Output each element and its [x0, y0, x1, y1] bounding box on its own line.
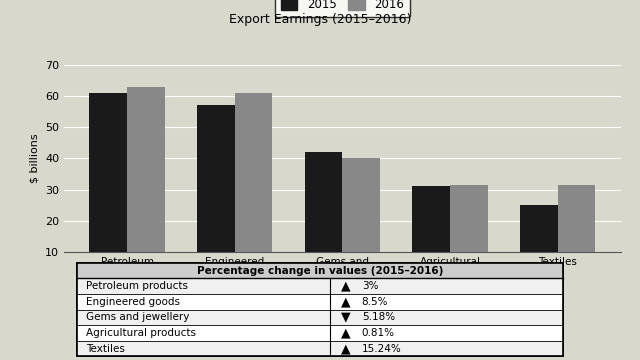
- X-axis label: Product Category: Product Category: [281, 284, 404, 297]
- Legend: 2015, 2016: 2015, 2016: [275, 0, 410, 17]
- Bar: [412, 186, 450, 283]
- Text: 15.24%: 15.24%: [362, 343, 401, 354]
- Text: Percentage change in values (2015–2016): Percentage change in values (2015–2016): [197, 266, 443, 276]
- Bar: [127, 87, 164, 283]
- Text: 8.5%: 8.5%: [362, 297, 388, 307]
- Text: Petroleum products: Petroleum products: [86, 281, 188, 291]
- Text: Export Earnings (2015–2016): Export Earnings (2015–2016): [229, 13, 411, 26]
- Bar: [520, 205, 558, 283]
- Text: 0.81%: 0.81%: [362, 328, 395, 338]
- Text: Gems and jewellery: Gems and jewellery: [86, 312, 190, 323]
- Text: Textiles: Textiles: [86, 343, 125, 354]
- Bar: [450, 185, 488, 283]
- Bar: [197, 105, 235, 283]
- Text: ▼: ▼: [341, 311, 351, 324]
- Bar: [235, 93, 273, 283]
- Text: Engineered goods: Engineered goods: [86, 297, 180, 307]
- Text: 3%: 3%: [362, 281, 378, 291]
- Text: ▲: ▲: [341, 280, 351, 293]
- Text: ▲: ▲: [341, 327, 351, 339]
- Text: Agricultural products: Agricultural products: [86, 328, 196, 338]
- Bar: [305, 152, 342, 283]
- Text: ▲: ▲: [341, 295, 351, 308]
- Text: 5.18%: 5.18%: [362, 312, 395, 323]
- Text: ▲: ▲: [341, 342, 351, 355]
- Y-axis label: $ billions: $ billions: [29, 134, 40, 183]
- Bar: [558, 185, 595, 283]
- Bar: [342, 158, 380, 283]
- Bar: [90, 93, 127, 283]
